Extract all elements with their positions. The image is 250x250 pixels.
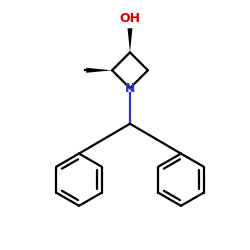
Polygon shape (86, 68, 112, 73)
Text: OH: OH (120, 12, 141, 25)
Polygon shape (128, 28, 132, 52)
Text: N: N (125, 82, 135, 95)
